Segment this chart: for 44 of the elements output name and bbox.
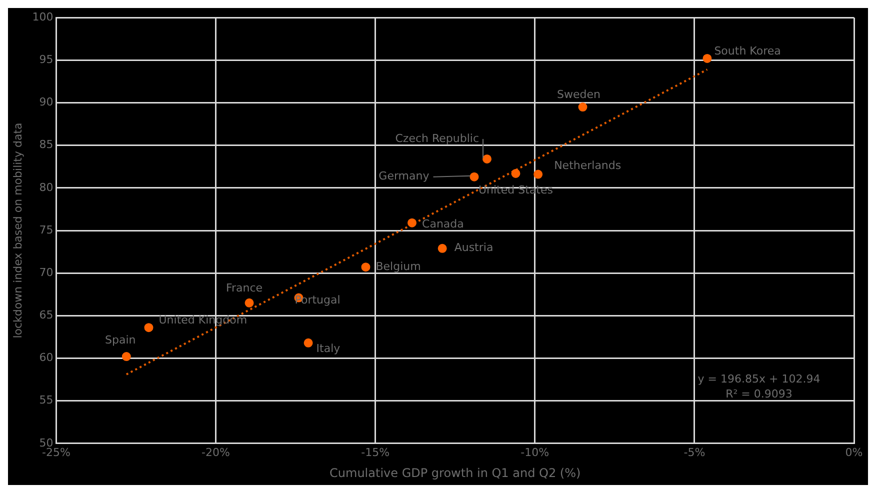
annotation: y = 196.85x + 102.94 bbox=[698, 372, 820, 386]
annotation: Portugal bbox=[294, 294, 340, 307]
y-tick-label: 75 bbox=[39, 223, 54, 236]
y-tick-label: 95 bbox=[39, 53, 54, 66]
x-tick-label: -20% bbox=[202, 446, 230, 459]
y-tick-label: 85 bbox=[39, 138, 54, 152]
point bbox=[470, 172, 479, 182]
point bbox=[511, 168, 520, 178]
y-tick-label: 55 bbox=[39, 394, 54, 407]
y-axis-title: lockdown index based on mobility data bbox=[11, 122, 24, 338]
annotation: Italy bbox=[316, 342, 341, 355]
annotation: Canada bbox=[422, 218, 464, 231]
y-tick-label: 100 bbox=[32, 10, 54, 24]
annotation: South Korea bbox=[714, 44, 781, 58]
annotation: Sweden bbox=[557, 88, 601, 101]
y-tick-label: 65 bbox=[39, 308, 54, 322]
annotation: France bbox=[226, 282, 263, 295]
annotation: Austria bbox=[454, 241, 494, 254]
annotation: Belgium bbox=[376, 260, 421, 273]
y-tick-label: 70 bbox=[39, 266, 54, 279]
y-tick-label: 90 bbox=[39, 96, 54, 109]
point bbox=[122, 352, 131, 362]
point bbox=[144, 323, 154, 332]
point bbox=[438, 244, 447, 253]
y-tick-label: 80 bbox=[39, 180, 54, 194]
point bbox=[361, 262, 370, 272]
annotation: Czech Republic bbox=[395, 132, 480, 145]
y-tick-label: 60 bbox=[39, 351, 54, 364]
x-tick-label: -5% bbox=[684, 446, 706, 459]
point bbox=[578, 102, 588, 112]
annotation: R² = 0.9093 bbox=[726, 387, 792, 400]
x-tick-label: 0% bbox=[845, 446, 863, 459]
x-axis-title: Cumulative GDP growth in Q1 and Q2 (%) bbox=[330, 466, 581, 480]
annotation: Spain bbox=[105, 333, 136, 346]
annotation: Germany bbox=[378, 170, 430, 183]
annotation: Netherlands bbox=[554, 159, 622, 172]
point bbox=[408, 218, 417, 228]
point bbox=[534, 170, 543, 179]
x-tick-label: -10% bbox=[520, 446, 550, 459]
point bbox=[304, 338, 313, 348]
point bbox=[482, 154, 492, 164]
x-tick-label: -15% bbox=[361, 446, 390, 459]
point bbox=[244, 298, 254, 308]
point bbox=[702, 54, 712, 63]
